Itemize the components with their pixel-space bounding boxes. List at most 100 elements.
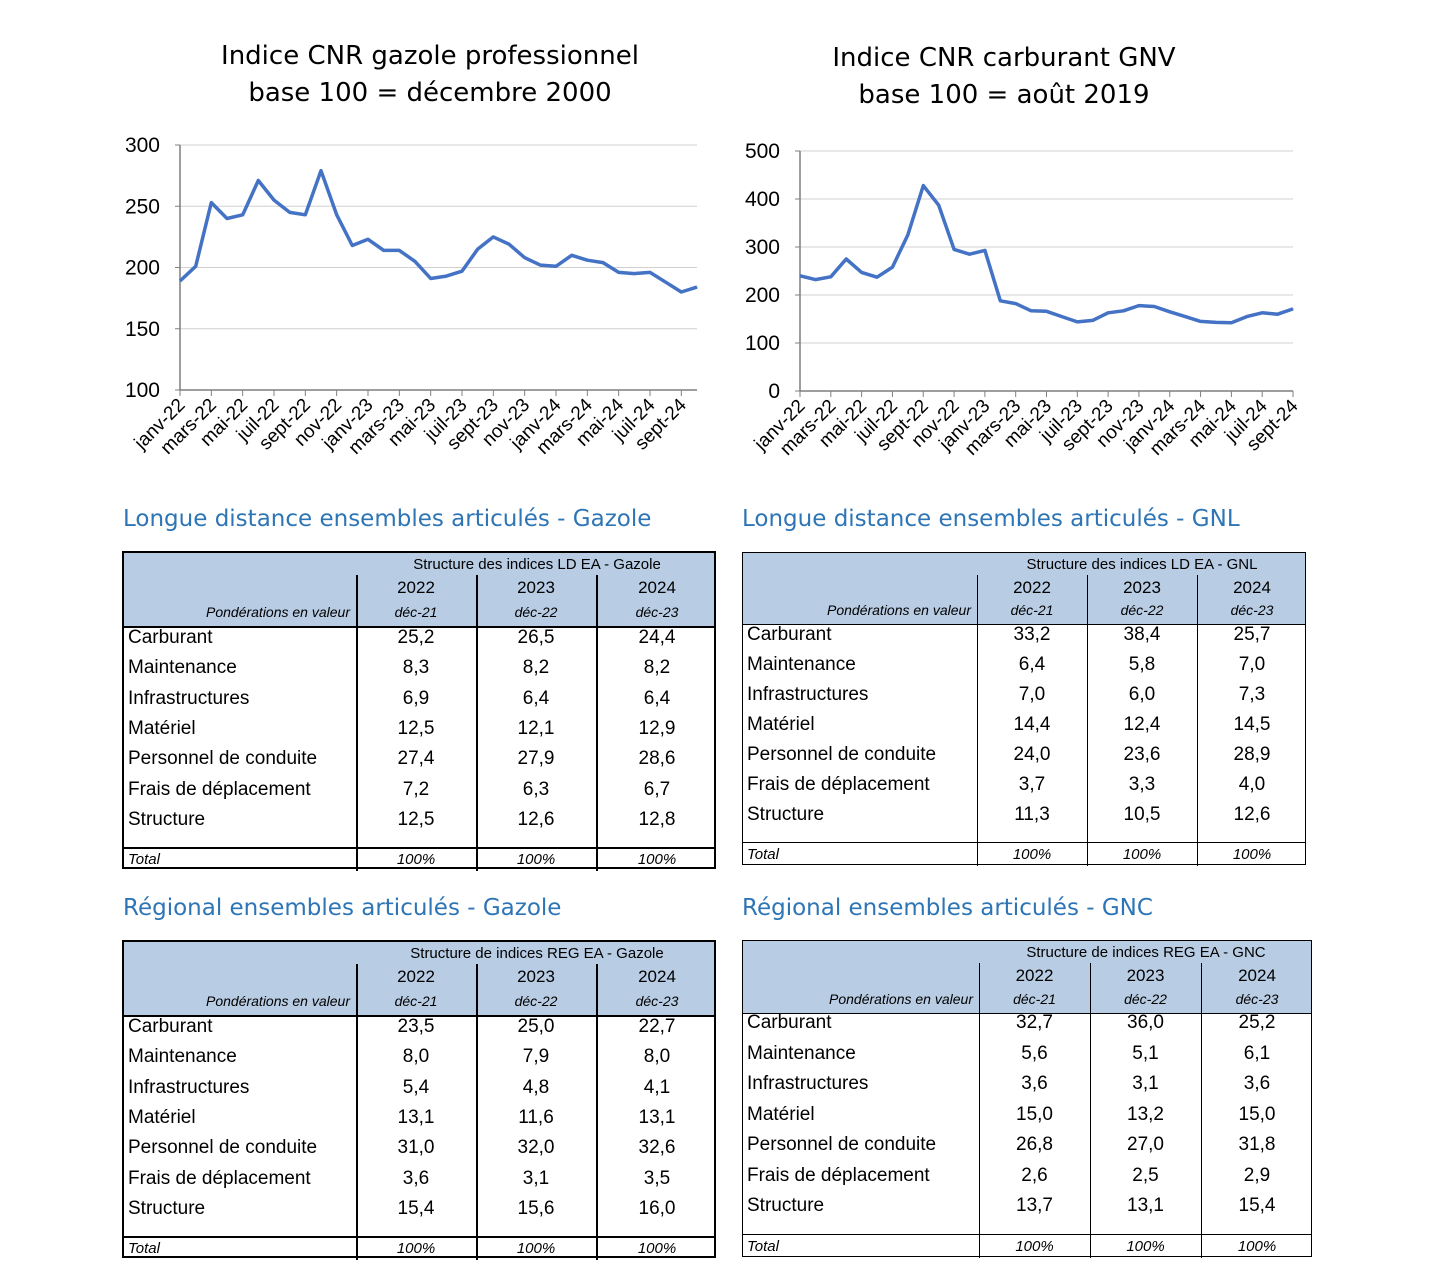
table-year-header: 2023 [1123,578,1161,597]
table-row-label: Frais de déplacement [128,778,311,800]
data-point [257,180,259,182]
table-row-label: Frais de déplacement [747,774,930,795]
data-point [1169,311,1171,313]
table-cell-value: 25,7 [1233,624,1271,645]
table-cell-value: 7,0 [1238,654,1266,675]
data-point [845,258,847,260]
table-column-rule [476,575,478,872]
table-cell-value: 14,4 [1013,714,1051,735]
table-header-title: Structure des indices LD EA - GNL [1026,556,1258,573]
table-row-label: Carburant [128,1016,213,1037]
table-cell-value: 6,3 [522,778,550,800]
table-total-label: Total [128,1240,160,1258]
table-cell-value: 3,3 [1128,774,1156,795]
table-total-value: 100% [1237,1237,1277,1255]
chart-subtitle-line: base 100 = août 2019 [858,80,1150,110]
table-cell-value: 6,1 [1243,1042,1271,1064]
table-row-label: Matériel [128,1106,196,1128]
table-cell-value: 8,0 [402,1046,430,1068]
table-date-header: déc-21 [394,993,438,1009]
table-date-header: déc-22 [514,604,558,620]
table-header-rule [743,1013,1311,1014]
y-tick-label: 300 [125,134,160,157]
table-cell-value: 7,2 [402,778,430,800]
y-tick-label: 400 [745,188,780,211]
data-point [1261,312,1263,314]
data-point [586,259,588,261]
table-header-rule [124,626,714,628]
table-cell-value: 12,6 [1233,804,1271,825]
table-column-rule [596,964,598,1261]
data-point [477,248,479,250]
table-column-rule [977,575,978,866]
table-cell-value: 31,0 [397,1137,435,1159]
table-column-rule [596,575,598,872]
data-point [938,204,940,206]
table-cell-value: 8,2 [643,657,671,679]
table-header-band [124,942,714,1015]
data-point [524,257,526,259]
data-point [383,249,385,251]
table-cell-value: 15,6 [517,1197,555,1219]
table-cell-value: 13,7 [1016,1195,1053,1216]
data-point [195,265,197,267]
table-cell-value: 27,9 [517,748,555,770]
table-cell-value: 23,6 [1123,744,1161,765]
table-cell-value: 12,5 [397,808,435,830]
table-total-rule [124,847,714,850]
data-point [665,281,667,283]
data-point [1277,313,1279,315]
data-point [922,185,924,187]
table-date-header: déc-23 [635,993,679,1009]
data-point [367,238,369,240]
table-weights-label: Pondérations en valeur [206,993,350,1009]
table-column-rule [1197,575,1198,866]
table-cell-value: 12,8 [638,808,676,830]
table-year-header: 2024 [1233,578,1271,597]
data-point [1215,321,1217,323]
table-cell-value: 26,8 [1016,1134,1053,1155]
y-tick-label: 100 [125,379,160,402]
table-cell-value: 4,0 [1238,774,1266,795]
table-cell-value: 15,4 [1238,1195,1276,1216]
data-point [414,260,416,262]
y-tick-label: 150 [125,318,160,341]
table-cell-value: 15,0 [1016,1103,1053,1125]
data-point [602,262,604,264]
table-cell-value: 3,6 [1021,1073,1048,1094]
table-row-label: Personnel de conduite [128,1137,318,1159]
table-cell-value: 5,6 [1021,1042,1048,1064]
data-point [430,278,432,280]
section-title-reg-gazole: Régional ensembles articulés - Gazole [123,895,562,921]
table-cell-value: 12,6 [517,808,555,830]
table-cell-value: 15,4 [397,1197,435,1219]
table-cell-value: 8,3 [402,657,430,679]
table-cell-value: 5,4 [402,1076,430,1098]
table-cell-value: 12,5 [397,717,435,739]
section-title-reg-gnc: Régional ensembles articulés - GNC [742,895,1153,921]
y-tick-label: 250 [125,195,160,218]
table-row-label: Infrastructures [128,1076,250,1098]
data-point [618,271,620,273]
table-total-value: 100% [1122,846,1162,863]
table-year-header: 2023 [517,578,555,597]
table-row-label: Personnel de conduite [128,748,318,770]
table-cell-value: 16,0 [638,1197,676,1219]
table-cell-value: 11,6 [518,1106,554,1128]
table-cell-value: 3,1 [522,1167,550,1189]
table-row-label: Structure [747,804,825,825]
table-row-label: Infrastructures [747,684,869,705]
table-year-header: 2023 [517,967,555,986]
table-date-header: déc-23 [1235,991,1279,1007]
series-line [178,168,698,294]
table-row-label: Infrastructures [128,687,250,709]
table-cell-value: 27,4 [397,748,435,770]
data-point [876,276,878,278]
table-row-label: Infrastructures [747,1073,869,1094]
table-column-rule [356,964,358,1261]
data-point [398,249,400,251]
table-date-header: déc-21 [1010,602,1054,618]
chart-title-line: Indice CNR carburant GNV [832,43,1176,73]
table-cell-value: 31,8 [1238,1134,1276,1155]
data-point [1230,322,1232,324]
